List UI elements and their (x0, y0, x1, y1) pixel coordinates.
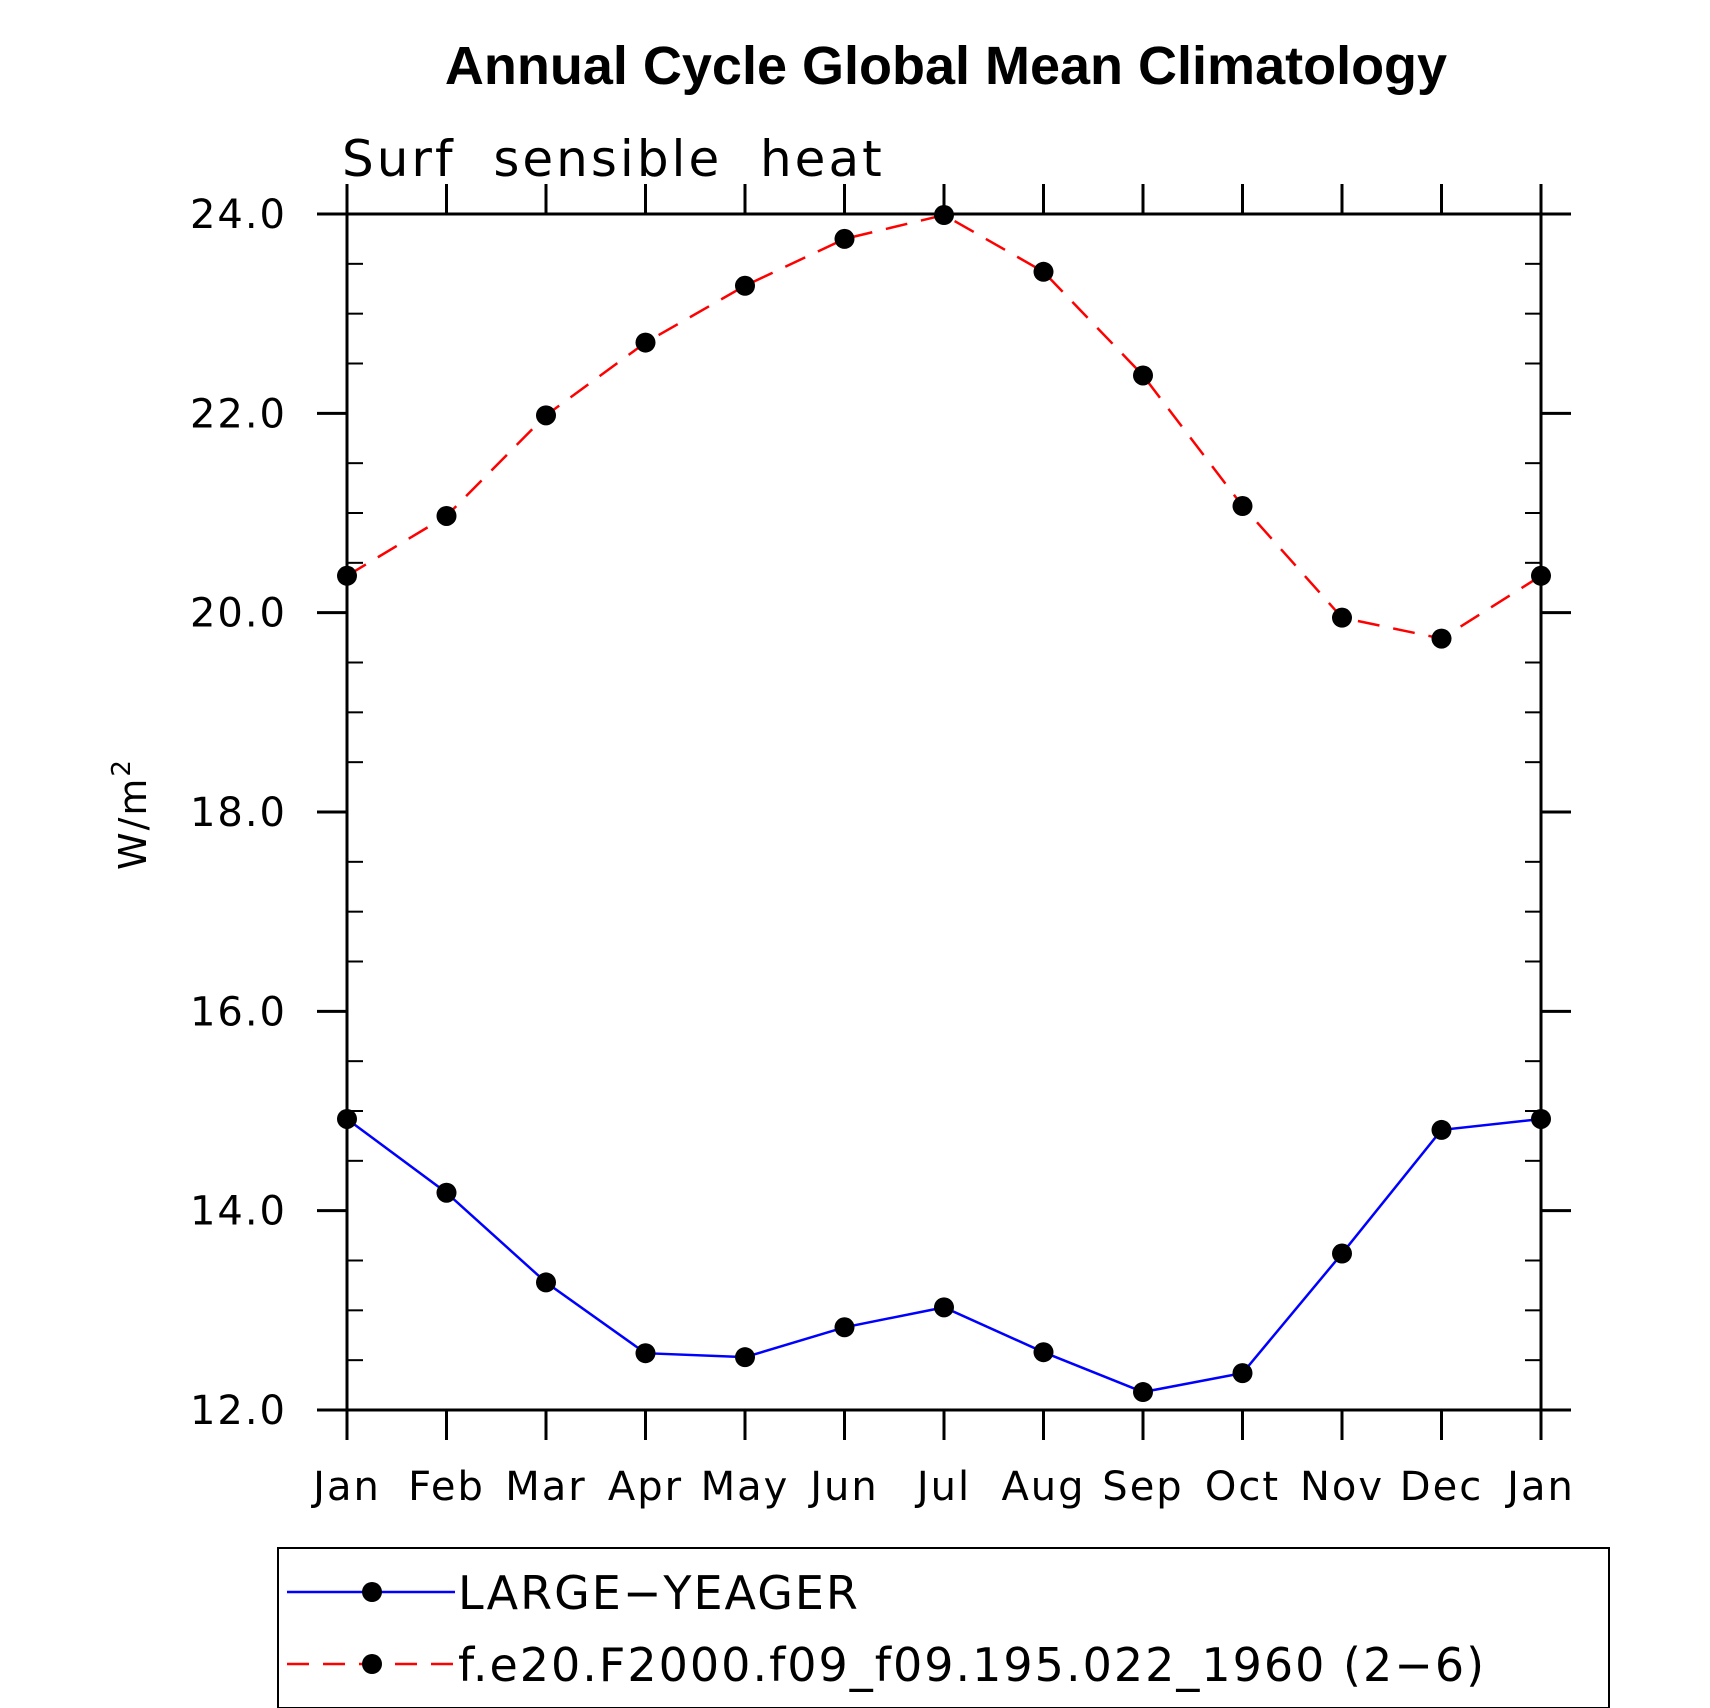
y-tick-label: 20.0 (190, 591, 287, 637)
legend: LARGE−YEAGER f.e20.F2000.f09_f09.195.022_… (277, 1547, 1610, 1708)
data-point (1332, 607, 1352, 628)
y-axis-label-base: W/m (111, 777, 155, 870)
data-point (1133, 365, 1153, 386)
y-tick-label: 22.0 (190, 391, 287, 437)
data-point (1133, 1382, 1153, 1403)
x-tick-label: Jan (310, 1464, 381, 1510)
series-1 (337, 1108, 1551, 1403)
y-tick-label: 14.0 (190, 1189, 287, 1235)
legend-swatch-marker (362, 1654, 382, 1674)
data-point (635, 332, 656, 353)
x-tick-label: Feb (408, 1464, 485, 1510)
y-axis-label: W/m2 (107, 758, 155, 870)
y-axis-label-sup: 2 (107, 758, 137, 777)
data-point (1232, 1363, 1253, 1384)
series-layer (337, 204, 1551, 1403)
series-line (346, 213, 1542, 640)
x-tick-label: Jul (914, 1464, 971, 1510)
data-point (735, 1347, 755, 1368)
x-tick-label: Sep (1102, 1464, 1183, 1510)
data-point (934, 1297, 954, 1318)
data-point (536, 1272, 556, 1293)
data-point (436, 1182, 457, 1203)
x-tick-label: Jan (1504, 1464, 1575, 1510)
data-point (337, 565, 357, 586)
x-tick-label: Nov (1300, 1464, 1384, 1510)
data-point (1531, 565, 1551, 586)
data-point (1232, 496, 1253, 517)
data-point (1332, 1243, 1352, 1264)
y-tick-label: 24.0 (190, 192, 287, 238)
data-point (834, 228, 855, 249)
x-tick-label: Dec (1400, 1464, 1483, 1510)
legend-label: LARGE−YEAGER (458, 1566, 860, 1620)
data-point (635, 1343, 656, 1364)
data-point (1431, 628, 1452, 649)
x-tick-label: Apr (608, 1464, 683, 1510)
x-tick-label: Jun (807, 1464, 879, 1510)
legend-box (277, 1547, 1610, 1708)
chart-title: Annual Cycle Global Mean Climatology (445, 36, 1447, 96)
data-point (934, 204, 954, 225)
x-tick-label: May (701, 1464, 790, 1510)
series-2 (337, 204, 1551, 649)
data-point (834, 1317, 855, 1338)
data-point (1033, 1342, 1054, 1363)
y-tick-label: 16.0 (190, 989, 287, 1035)
data-point (337, 1108, 357, 1129)
y-tick-label: 12.0 (190, 1388, 287, 1434)
chart-subtitle: Surf sensible heat (342, 130, 885, 188)
data-point (1431, 1119, 1452, 1140)
data-point (536, 405, 556, 426)
series-line (346, 1117, 1542, 1394)
data-point (1531, 1108, 1551, 1129)
data-point (735, 275, 755, 296)
y-tick-label: 18.0 (190, 790, 287, 836)
data-point (1033, 261, 1054, 282)
x-tick-label: Oct (1205, 1464, 1280, 1510)
data-point (436, 505, 457, 526)
axes: Jan Feb Mar Apr May Jun Jul Aug Sep Oct Nov Dec Jan 1… (190, 184, 1575, 1510)
legend-swatch-marker (362, 1582, 382, 1602)
legend-label: f.e20.F2000.f09_f09.195.022_1960 (2−6) (458, 1638, 1486, 1692)
x-tick-label: Aug (1001, 1464, 1085, 1510)
x-tick-label: Mar (505, 1464, 586, 1510)
